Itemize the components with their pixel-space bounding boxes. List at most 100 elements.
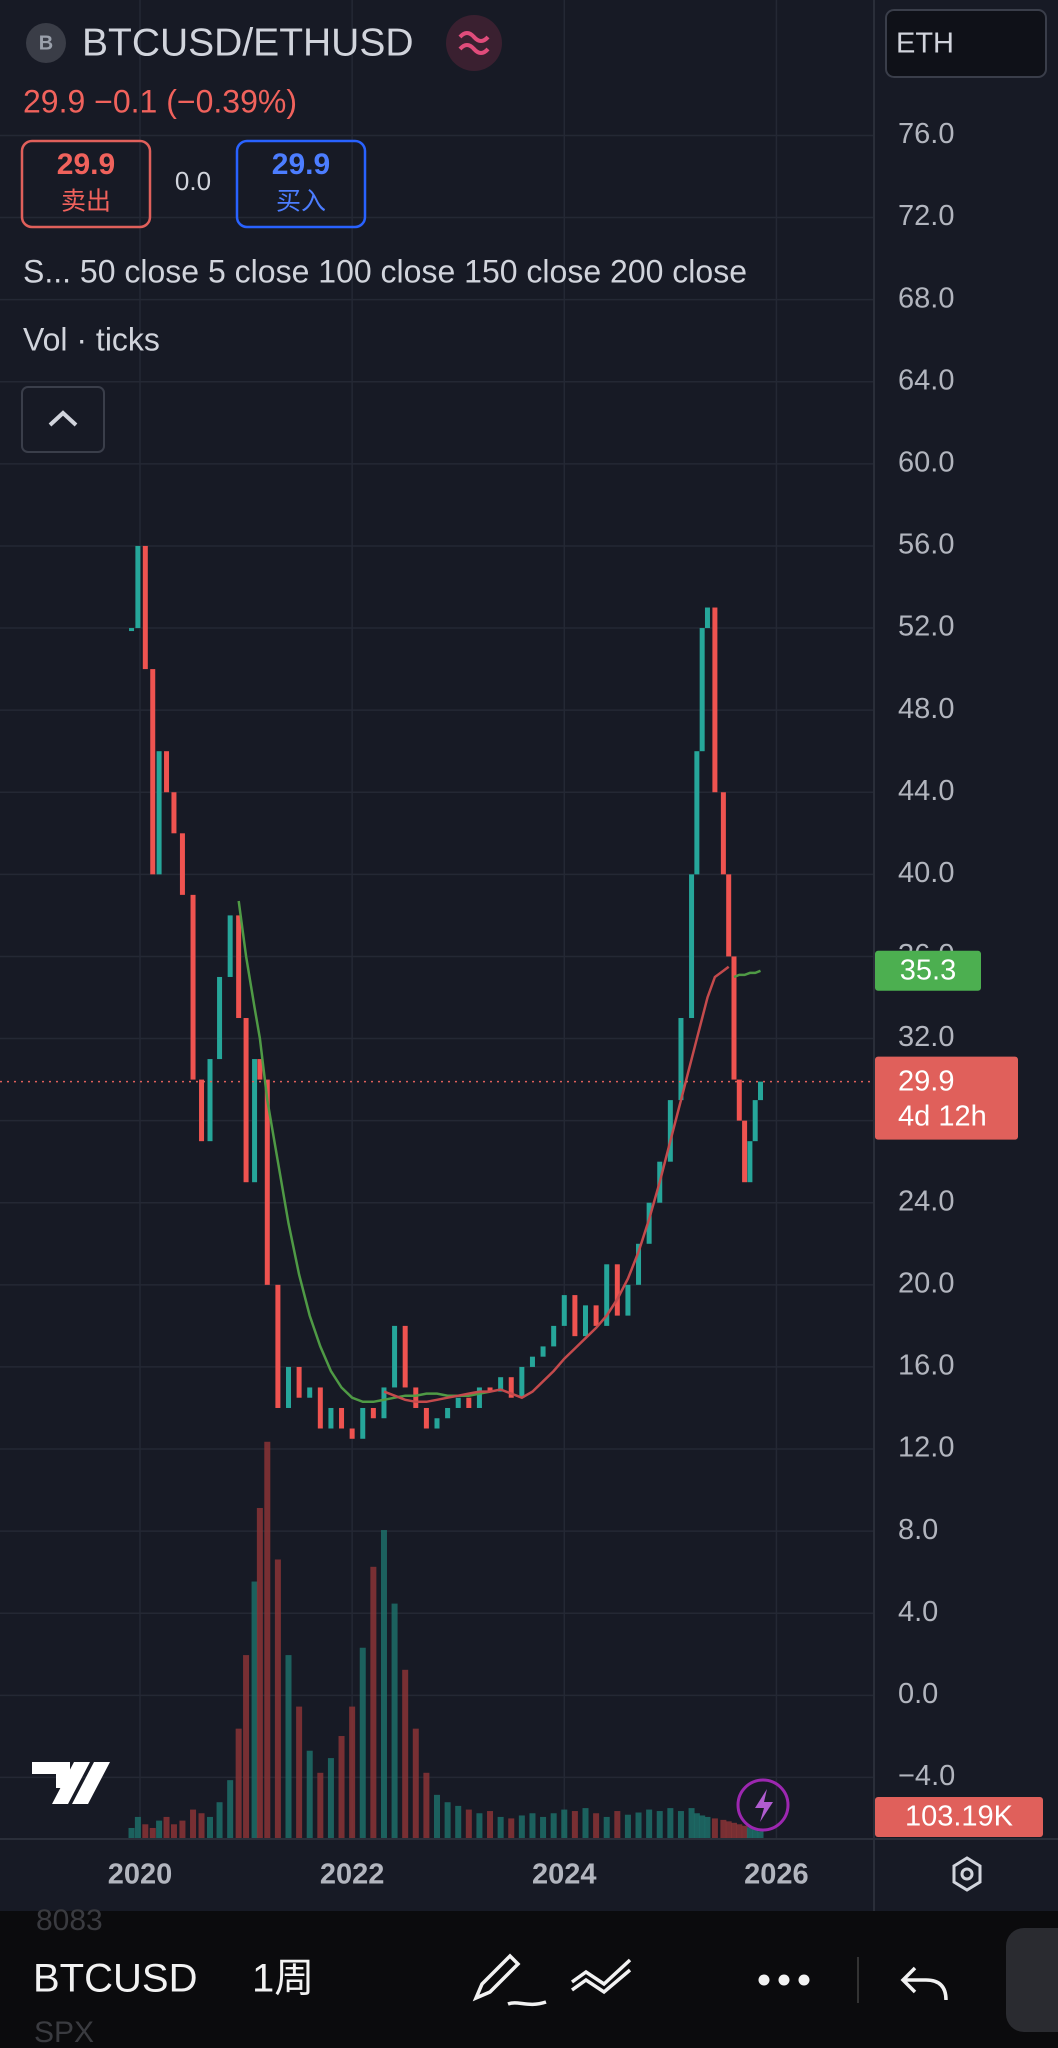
volume-bar: [338, 1736, 345, 1839]
candle: [252, 1059, 258, 1183]
candle: [349, 1428, 355, 1439]
volume-bar: [128, 1827, 135, 1839]
volume-legend[interactable]: Vol · ticks: [23, 321, 160, 357]
volume-bar: [741, 1825, 748, 1839]
candle: [704, 607, 710, 629]
volume-bar: [227, 1780, 234, 1839]
candle: [171, 792, 177, 834]
volume-bar: [614, 1811, 621, 1839]
volume-bar: [711, 1818, 718, 1839]
candle: [360, 1407, 366, 1439]
candle: [423, 1407, 429, 1429]
interval-button[interactable]: 1周: [252, 1957, 314, 2001]
candle: [561, 1295, 567, 1326]
bottom-toolbar: [0, 1911, 1058, 2048]
ghost-symbol: 8083: [36, 1904, 103, 1937]
volume-bar: [508, 1818, 515, 1839]
volume-bar: [359, 1647, 366, 1839]
y-tick-label: 32.0: [898, 1021, 954, 1053]
collapse-icon: [48, 410, 78, 427]
volume-bar: [455, 1805, 462, 1839]
volume-bar: [156, 1820, 163, 1839]
y-tick-label: 44.0: [898, 775, 954, 807]
candle: [752, 1100, 758, 1142]
candle: [758, 1081, 764, 1101]
candle: [317, 1387, 323, 1429]
candle: [445, 1407, 451, 1419]
overflow-panel[interactable]: [1006, 1928, 1058, 2032]
candle: [434, 1418, 440, 1429]
candle: [667, 1100, 673, 1162]
candle: [593, 1305, 599, 1326]
candle: [712, 607, 718, 793]
candle: [207, 1059, 213, 1142]
candle: [736, 1079, 742, 1121]
volume-bar: [402, 1669, 409, 1839]
axis-labels: −4.00.04.08.012.016.020.024.028.032.036.…: [0, 118, 1043, 1891]
symbol-logo[interactable]: [26, 23, 66, 63]
compare-button[interactable]: [446, 15, 502, 71]
y-tick-label: 0.0: [898, 1678, 938, 1710]
volume-bar: [370, 1566, 377, 1839]
candle: [307, 1387, 313, 1398]
volume-bar: [412, 1728, 419, 1839]
volume-bar: [465, 1809, 472, 1839]
volume-bar: [476, 1813, 483, 1839]
y-tick-label: 64.0: [898, 364, 954, 396]
price-tag-label: 29.9: [898, 1065, 954, 1097]
candle: [572, 1295, 578, 1337]
candle: [508, 1377, 514, 1398]
ma-tag-label: 35.3: [900, 954, 956, 986]
bottom-symbol[interactable]: BTCUSD: [33, 1957, 197, 2001]
volume-bar: [190, 1809, 197, 1839]
candle: [190, 894, 196, 1080]
volume-bar: [746, 1827, 753, 1839]
candle: [339, 1407, 345, 1429]
candle: [720, 792, 726, 875]
x-tick-label: 2022: [320, 1859, 385, 1891]
volume-bar: [179, 1820, 186, 1839]
tradingview-logo[interactable]: [32, 1762, 110, 1804]
volume-bar: [391, 1603, 398, 1839]
candle: [466, 1397, 472, 1408]
volume-bar: [296, 1706, 303, 1839]
volume-bar: [593, 1813, 600, 1839]
volume-bar: [243, 1655, 250, 1839]
sell-price: 29.9: [57, 148, 115, 181]
settings-button[interactable]: [952, 1856, 982, 1892]
volume-bar: [163, 1816, 170, 1839]
sell-button[interactable]: [20, 139, 152, 229]
trend-tool-button[interactable]: [570, 1958, 632, 1995]
volume-bar: [274, 1559, 281, 1839]
symbol-search-input[interactable]: [885, 9, 1047, 78]
volume-bar: [198, 1813, 205, 1839]
dot: [798, 1974, 810, 1986]
symbol-title[interactable]: BTCUSD/ETHUSD: [82, 21, 414, 64]
moving-average: [383, 965, 730, 1404]
draw-tool-button[interactable]: [472, 1953, 547, 2007]
volume-bar: [380, 1530, 387, 1839]
candle: [604, 1264, 610, 1326]
y-tick-label: 20.0: [898, 1267, 954, 1299]
lightning-button[interactable]: [736, 1778, 790, 1832]
volume-bar: [434, 1794, 440, 1839]
volume-bar: [134, 1816, 141, 1839]
volume-layer: [128, 1441, 764, 1839]
candle: [217, 976, 223, 1060]
candle: [540, 1346, 546, 1357]
collapse-button[interactable]: [21, 386, 105, 453]
more-button[interactable]: [758, 1974, 810, 1986]
indicator-legend[interactable]: S... 50 close 5 close 100 close 150 clos…: [23, 253, 747, 289]
candle: [646, 1202, 652, 1244]
candle: [551, 1325, 557, 1347]
volume-bar: [656, 1811, 663, 1839]
y-tick-label: 24.0: [898, 1185, 954, 1217]
countdown: 4d 12h: [898, 1100, 987, 1132]
candle: [381, 1387, 387, 1419]
volume-bar: [582, 1808, 589, 1839]
buy-button[interactable]: [235, 139, 367, 229]
undo-button[interactable]: [900, 1966, 948, 2001]
volume-tag-label: 103.19K: [905, 1801, 1014, 1833]
candle: [519, 1366, 525, 1398]
candle: [529, 1356, 535, 1367]
